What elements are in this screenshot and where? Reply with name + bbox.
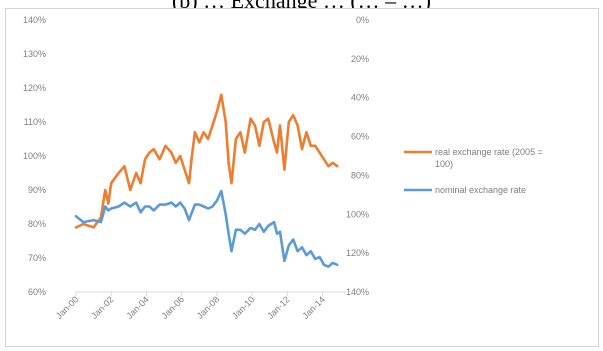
y-left-tick-label: 100% <box>23 151 46 161</box>
y-left-tick-label: 130% <box>23 49 46 59</box>
y-right-tick-label: 60% <box>351 132 369 142</box>
x-tick-label: Jan-02 <box>89 294 116 321</box>
y-left-tick-label: 70% <box>28 253 46 263</box>
y-right-tick-label: 80% <box>351 170 369 180</box>
x-tick-label: Jan-12 <box>265 294 292 321</box>
legend-label: 100) <box>435 159 453 169</box>
x-tick-label: Jan-08 <box>195 294 222 321</box>
line-chart: 140% 130% 120% 110% 100% 90% 80% 70% 60% 0% 20% 40%… <box>23 15 543 321</box>
y-right-tick-label: 140% <box>346 287 369 297</box>
x-tick-label: Jan-06 <box>160 294 187 321</box>
nominal-exchange-rate-line <box>74 189 339 269</box>
x-tick-label: Jan-10 <box>230 294 257 321</box>
y-right-tick-label: 0% <box>356 15 369 25</box>
y-left-tick-label: 90% <box>28 185 46 195</box>
y-right-tick-label: 40% <box>351 93 369 103</box>
legend-label: nominal exchange rate <box>435 185 526 195</box>
x-tick-label: Jan-00 <box>54 294 81 321</box>
legend-label: real exchange rate (2005 = <box>435 147 543 157</box>
y-right-tick-label: 100% <box>346 209 369 219</box>
y-left-tick-label: 60% <box>28 287 46 297</box>
real-exchange-rate-line <box>74 93 339 229</box>
y-right-tick-label: 20% <box>351 54 369 64</box>
y-left-tick-label: 120% <box>23 83 46 93</box>
y-left-tick-label: 140% <box>23 15 46 25</box>
y-right-tick-label: 120% <box>346 248 369 258</box>
chart-area: 140% 130% 120% 110% 100% 90% 80% 70% 60% 0% 20% 40%… <box>5 8 599 347</box>
x-tick-label: Jan-04 <box>124 294 151 321</box>
y-left-tick-label: 80% <box>28 219 46 229</box>
y-left-tick-label: 110% <box>24 117 46 127</box>
x-tick-label: Jan-14 <box>300 294 327 321</box>
